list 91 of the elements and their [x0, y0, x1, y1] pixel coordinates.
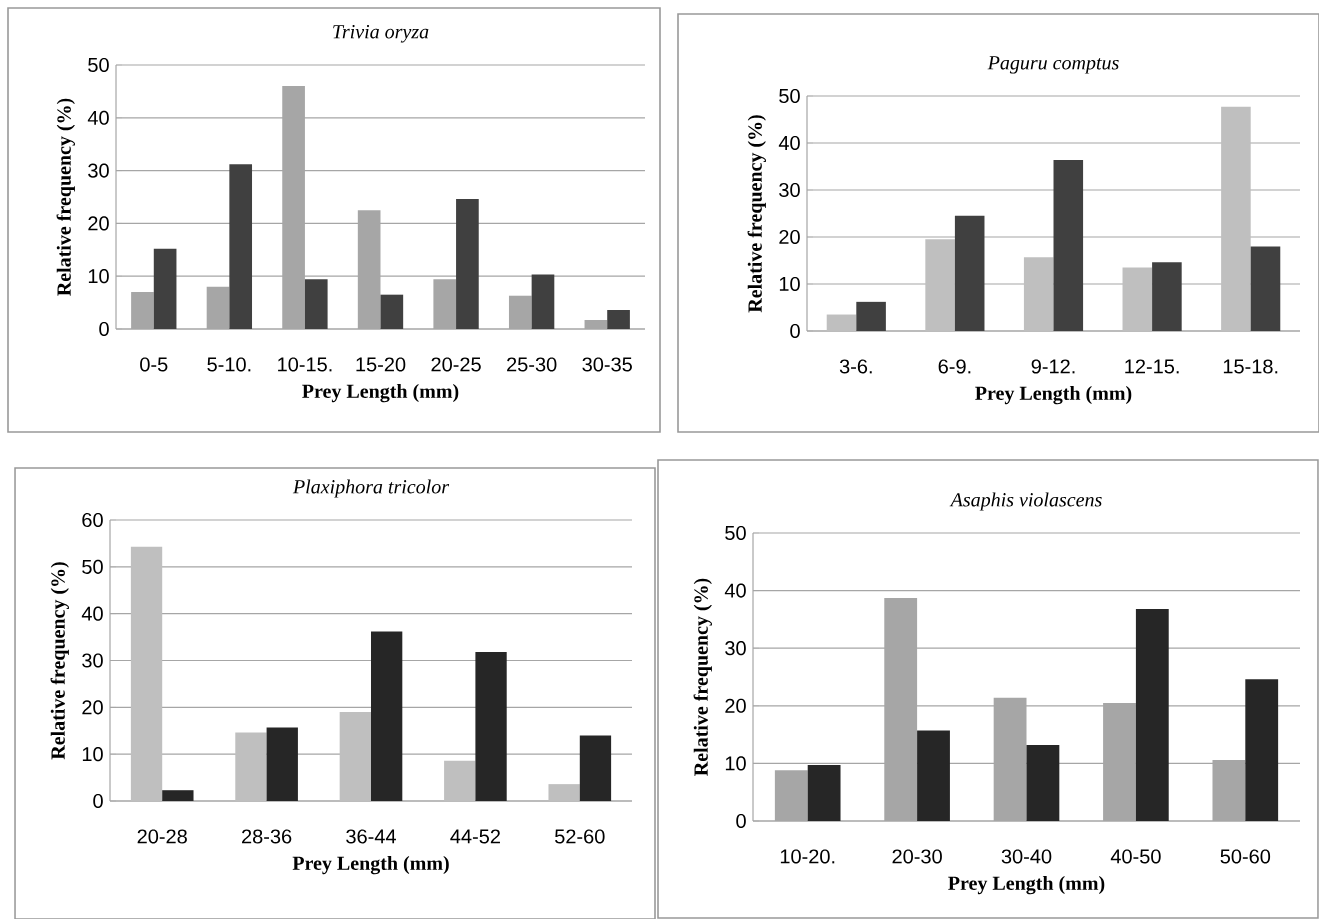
bar	[1250, 246, 1281, 331]
x-tick-label: 15-18.	[1223, 359, 1278, 374]
x-tick-label: 36-44	[346, 829, 396, 844]
bar	[607, 309, 630, 329]
bar	[380, 294, 404, 329]
bar	[548, 784, 580, 801]
x-tick-label: 10-15.	[278, 357, 332, 372]
bar	[1135, 609, 1169, 821]
y-tick-label: 40	[81, 606, 103, 621]
bar	[444, 760, 476, 801]
x-tick-label: 25-30	[507, 357, 557, 372]
x-axis-title: Prey Length (mm)	[975, 385, 1132, 405]
x-tick-label: 52-60	[555, 829, 605, 844]
bar	[579, 735, 612, 801]
bar	[229, 164, 253, 329]
bar	[1245, 679, 1279, 821]
x-tick-label: 28-36	[242, 829, 292, 844]
y-tick-label: 50	[82, 559, 103, 574]
x-tick-label: 10-20.	[780, 849, 835, 864]
chart-title: Asaphis violascens	[949, 492, 1102, 511]
y-tick-label: 30	[725, 641, 746, 656]
y-tick-label: 30	[82, 653, 103, 668]
y-tick-label: 40	[778, 135, 800, 151]
x-tick-label: 30-35	[582, 357, 632, 372]
y-tick-label: 50	[779, 88, 800, 104]
bar	[807, 765, 841, 821]
y-tick-label: 40	[724, 583, 746, 598]
bar	[235, 732, 267, 801]
bar	[1023, 257, 1054, 331]
y-tick-label: 30	[88, 163, 109, 178]
x-tick-label: 15-20	[356, 357, 406, 372]
bar	[1152, 262, 1182, 331]
y-tick-label: 50	[88, 57, 109, 73]
bar	[456, 199, 479, 329]
bar	[339, 712, 371, 801]
y-tick-label: 10	[88, 269, 109, 284]
y-axis-title: Relative frequency (%)	[50, 562, 69, 760]
bar	[162, 790, 194, 801]
x-tick-label: 30-40	[1001, 849, 1052, 864]
bar	[1053, 159, 1084, 331]
y-tick-label: 0	[99, 321, 109, 337]
y-tick-label: 20	[88, 216, 109, 231]
bar	[475, 652, 507, 801]
bar	[304, 279, 328, 329]
bar	[266, 727, 298, 801]
x-tick-label: 40-50	[1110, 849, 1161, 864]
y-tick-label: 50	[725, 525, 746, 541]
x-tick-label: 5-10.	[207, 357, 251, 372]
x-tick-label: 50-60	[1220, 849, 1271, 864]
x-tick-label: 3-6.	[839, 359, 872, 374]
y-tick-label: 20	[779, 229, 800, 245]
bar	[856, 301, 886, 331]
y-tick-label: 0	[790, 323, 800, 339]
x-tick-label: 44-52	[450, 829, 500, 844]
y-tick-label: 30	[779, 182, 800, 198]
x-tick-label: 9-12.	[1031, 359, 1075, 374]
bar	[1026, 744, 1060, 821]
bar	[531, 274, 555, 329]
x-axis-title: Prey Length (mm)	[302, 383, 459, 403]
bar	[1221, 106, 1251, 331]
y-tick-label: 60	[82, 512, 103, 528]
x-tick-label: 20-25	[431, 357, 481, 372]
chart-title: Plaxiphora tricolor	[292, 479, 450, 498]
y-tick-label: 20	[725, 698, 746, 713]
bar	[826, 314, 857, 331]
y-tick-label: 10	[725, 756, 746, 771]
y-tick-label: 0	[736, 813, 746, 829]
x-axis-title: Prey Length (mm)	[292, 855, 449, 875]
bar	[917, 730, 950, 821]
x-tick-label: 0-5	[140, 357, 168, 372]
y-tick-label: 0	[93, 793, 103, 809]
y-axis-title: Relative frequency (%)	[693, 578, 712, 776]
chart-title: Paguru comptus	[987, 56, 1119, 74]
y-tick-label: 10	[82, 747, 103, 762]
y-tick-label: 40	[87, 110, 109, 125]
bar	[925, 239, 955, 331]
x-axis-title: Prey Length (mm)	[948, 875, 1105, 895]
bar	[153, 248, 177, 329]
x-tick-label: 20-28	[137, 829, 187, 844]
bar	[370, 631, 403, 801]
x-tick-label: 6-9.	[938, 359, 971, 374]
y-axis-title: Relative frequency (%)	[747, 115, 766, 313]
chart-title: Trivia oryza	[333, 25, 429, 43]
x-tick-label: 12-15.	[1125, 359, 1179, 374]
x-tick-label: 20-30	[892, 849, 942, 864]
y-axis-title: Relative frequency (%)	[56, 98, 75, 296]
bar	[954, 215, 985, 331]
y-tick-label: 10	[779, 276, 800, 292]
bar	[1122, 267, 1153, 331]
y-tick-label: 20	[82, 700, 103, 715]
bar	[130, 546, 163, 801]
